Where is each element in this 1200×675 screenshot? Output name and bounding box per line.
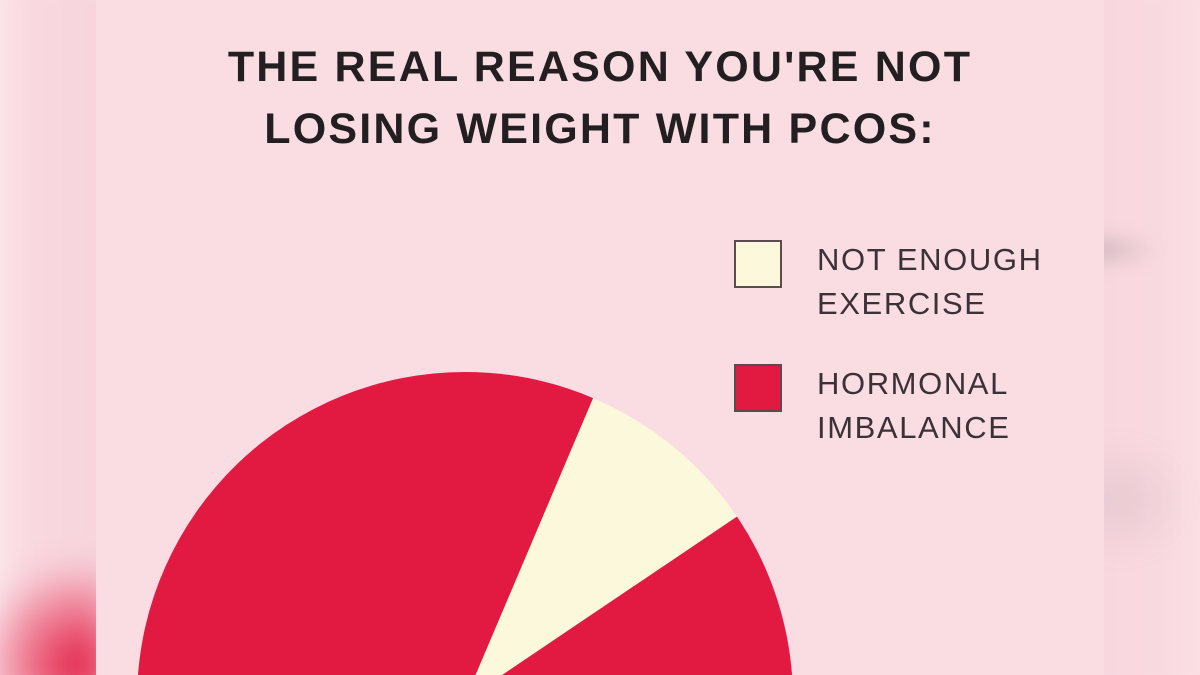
legend-label-not-enough-exercise: NOT ENOUGH EXERCISE — [817, 242, 1043, 321]
legend-item-not-enough-exercise[interactable]: NOT ENOUGH EXERCISE — [734, 238, 1094, 326]
pie-slice — [502, 516, 792, 675]
legend-label-hormonal-imbalance: HORMONAL IMBALANCE — [817, 366, 1011, 445]
pie-slice — [465, 372, 594, 675]
cream-swatch-icon — [734, 240, 782, 288]
infographic-card: THE REAL REASON YOU'RE NOT LOSING WEIGHT… — [96, 0, 1104, 675]
pie-slice — [475, 398, 737, 675]
backdrop-red-smudge — [0, 545, 110, 675]
chart-legend: NOT ENOUGH EXERCISE HORMONAL IMBALANCE — [734, 238, 1094, 486]
legend-item-hormonal-imbalance[interactable]: HORMONAL IMBALANCE — [734, 362, 1094, 450]
pie-slice-group — [138, 372, 792, 675]
pie-slice — [138, 372, 465, 675]
red-swatch-icon — [734, 364, 782, 412]
page-title: THE REAL REASON YOU'RE NOT LOSING WEIGHT… — [227, 43, 973, 153]
